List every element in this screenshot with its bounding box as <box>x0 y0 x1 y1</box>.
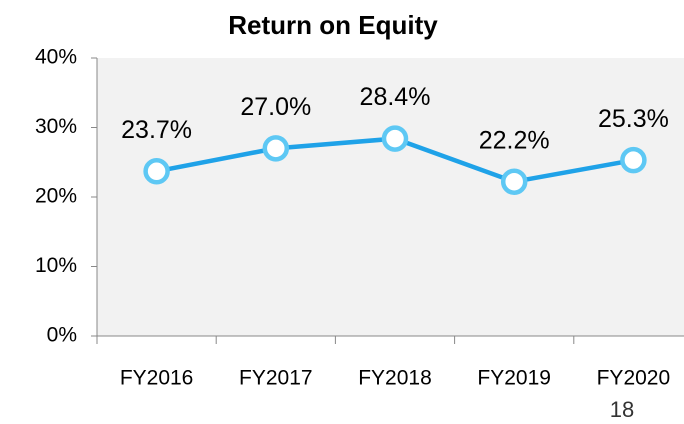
plot-background <box>97 58 684 336</box>
value-label: 28.4% <box>360 83 431 111</box>
x-tick-label: FY2016 <box>120 367 194 390</box>
y-tick-label: 0% <box>47 324 77 347</box>
x-tick-label: FY2020 <box>597 367 671 390</box>
y-tick-label: 30% <box>35 115 77 138</box>
x-tick-label: FY2018 <box>358 367 432 390</box>
y-tick-label: 10% <box>35 254 77 277</box>
value-label: 22.2% <box>479 126 550 154</box>
value-label: 23.7% <box>121 116 192 144</box>
value-label: 25.3% <box>598 105 669 133</box>
value-label: 27.0% <box>240 93 311 121</box>
y-tick-label: 40% <box>35 46 77 69</box>
page-number: 18 <box>610 397 634 422</box>
marker <box>620 146 647 174</box>
chart-title: Return on Equity <box>228 10 438 40</box>
x-tick-label: FY2017 <box>239 367 313 390</box>
x-tick-label: FY2019 <box>477 367 551 390</box>
marker <box>500 168 528 195</box>
marker <box>381 125 409 152</box>
marker <box>143 158 170 185</box>
y-tick-label: 20% <box>35 185 77 208</box>
marker <box>262 135 290 162</box>
